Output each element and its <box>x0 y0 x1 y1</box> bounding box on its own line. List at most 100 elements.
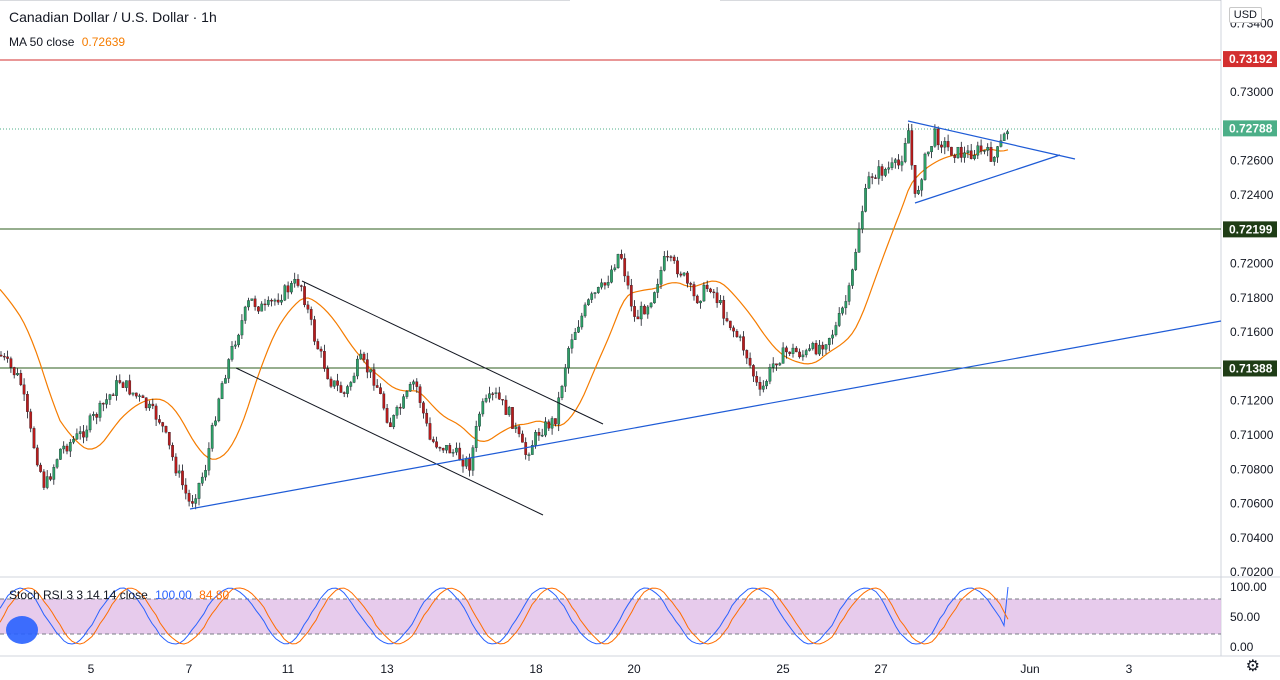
candle-body <box>125 380 128 388</box>
candle-body <box>686 272 689 284</box>
candle-body <box>933 128 937 147</box>
price-tick-label: 0.71000 <box>1230 428 1274 442</box>
candle-body <box>758 382 762 390</box>
candle-body <box>672 256 676 261</box>
candle-body <box>451 452 455 454</box>
candle-body <box>0 354 3 357</box>
candle-body <box>194 498 198 504</box>
currency-badge[interactable]: USD <box>1228 7 1262 23</box>
candle-body <box>930 146 933 153</box>
candle-body <box>877 166 881 179</box>
candle-body <box>752 365 755 377</box>
candle-body <box>788 351 792 354</box>
candle-body <box>913 165 917 194</box>
candle-body <box>62 445 66 450</box>
candle-body <box>567 348 570 369</box>
candle-body <box>283 285 287 301</box>
candle-body <box>580 315 584 328</box>
candle-body <box>709 288 712 293</box>
candle-body <box>976 145 980 156</box>
time-tick-label: 5 <box>88 662 95 676</box>
candle-body <box>540 434 544 437</box>
channel-upper-line[interactable] <box>301 280 604 425</box>
price-tag-support <box>1223 360 1277 377</box>
candle-body <box>39 464 42 472</box>
candle-body <box>243 306 247 321</box>
candle-body <box>408 384 412 392</box>
ascending-trendline[interactable] <box>189 320 1222 510</box>
candle-body <box>428 423 432 440</box>
candle-body <box>649 302 653 308</box>
channel-lower-line[interactable] <box>235 367 544 516</box>
stoch-band <box>0 599 1221 634</box>
candle-body <box>824 344 828 350</box>
candle-body <box>369 369 372 373</box>
candle-body <box>474 426 478 448</box>
candle-body <box>560 386 564 398</box>
candle-body <box>59 448 62 460</box>
candle-body <box>725 318 729 322</box>
candle-body <box>332 380 336 387</box>
stoch-d-value: 84.80 <box>199 588 230 602</box>
candle-body <box>742 336 745 351</box>
candle-body <box>12 367 16 376</box>
candle-body <box>115 380 118 396</box>
candle-body <box>963 152 966 158</box>
time-axis[interactable]: 5 7 11 13 18 20 25 27 Jun 3 <box>88 662 1133 676</box>
gear-icon[interactable]: ⚙ <box>1245 658 1260 675</box>
candle-body <box>237 334 240 346</box>
candle-body <box>458 447 462 461</box>
candle-body <box>989 147 993 162</box>
candle-body <box>356 358 359 377</box>
candle-body <box>161 422 165 427</box>
candle-body <box>128 380 132 395</box>
candle-body <box>834 325 838 336</box>
candle-body <box>900 161 904 166</box>
candle-body <box>712 291 716 294</box>
candle-body <box>527 454 531 456</box>
candle-body <box>263 303 267 306</box>
candle-body <box>445 445 448 451</box>
candle-body <box>78 431 82 434</box>
stoch-k-value: 100.00 <box>155 588 192 602</box>
candle-body <box>441 447 445 451</box>
candle-body <box>682 272 686 276</box>
candle-body <box>72 438 75 443</box>
candle-body <box>240 320 244 336</box>
candle-body <box>1006 131 1009 135</box>
candle-body <box>827 337 831 345</box>
symbol-title[interactable]: Canadian Dollar / U.S. Dollar · 1h <box>9 9 217 25</box>
candle-body <box>867 176 871 189</box>
ma-50-line <box>0 148 1009 460</box>
candle-body <box>620 254 623 259</box>
candle-body <box>177 470 181 474</box>
candle-body <box>29 411 33 429</box>
tradingview-logo-icon[interactable] <box>6 616 38 644</box>
stoch-rsi-lines <box>0 586 1009 645</box>
triangle-upper-line[interactable] <box>907 120 1076 160</box>
candle-body <box>692 284 696 297</box>
candle-body <box>705 284 709 290</box>
candle-body <box>431 439 435 442</box>
price-axis[interactable]: 0.734000.730000.726000.724000.720000.718… <box>1230 16 1274 579</box>
price-tick-label: 0.71600 <box>1230 325 1274 339</box>
candle-body <box>550 418 554 429</box>
stoch-legend[interactable]: Stoch RSI 3 3 14 14 close 100.00 84.80 <box>9 588 229 602</box>
candle-body <box>577 326 580 333</box>
candle-body <box>791 347 795 354</box>
triangle-lower-line[interactable] <box>914 154 1061 204</box>
candle-body <box>765 381 768 387</box>
candle-body <box>699 300 702 304</box>
time-tick-label: 18 <box>529 662 543 676</box>
ma-legend[interactable]: MA 50 close 0.72639 <box>9 35 125 49</box>
candle-body <box>154 405 158 420</box>
candle-body <box>616 254 620 269</box>
candle-body <box>217 398 221 422</box>
candle-body <box>643 305 646 315</box>
candle-body <box>309 309 313 320</box>
candle-body <box>253 298 257 307</box>
candle-body <box>184 484 188 494</box>
candle-body <box>537 432 541 436</box>
